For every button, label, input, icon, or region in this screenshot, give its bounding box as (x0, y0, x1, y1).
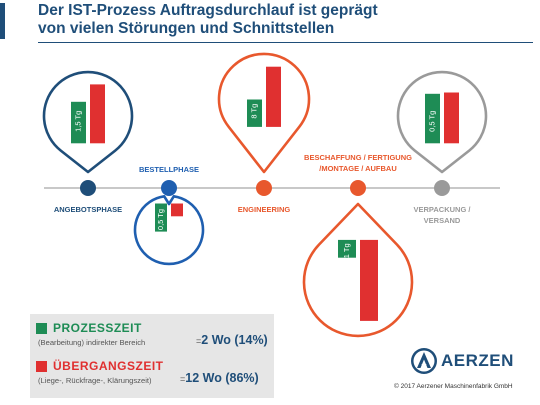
phase-label-2-line-1: BESTELLPHASE (139, 165, 199, 174)
transition-label: ÜBERGANGSZEIT (53, 359, 164, 373)
phase-node-1 (80, 180, 96, 196)
process-label: PROZESSZEIT (53, 321, 142, 335)
process-eq: = (196, 336, 202, 346)
transition-time-bar-2 (171, 203, 183, 217)
title-divider (38, 42, 533, 43)
phase-label-5-line-2: VERSAND (424, 216, 461, 225)
process-swatch (36, 323, 47, 334)
phase-bubble-4 (302, 202, 414, 338)
transition-time-bar-3 (266, 66, 281, 127)
transition-eq: = (180, 374, 186, 384)
logo-name: AERZEN (441, 351, 514, 370)
phase-node-2 (161, 180, 177, 196)
process-time-bar-3 (247, 99, 262, 127)
title-line-1: Der IST-Prozess Auftragsdurchlauf ist ge… (38, 2, 378, 19)
phase-bubble-1 (42, 70, 134, 174)
page-title: Der IST-Prozess Auftragsdurchlauf ist ge… (38, 2, 498, 38)
transition-swatch (36, 361, 47, 372)
aerzen-logo-icon (411, 348, 437, 374)
transition-value-text: 12 Wo (86%) (185, 371, 259, 385)
process-desc: (Bearbeitung) indirekter Bereich (38, 338, 146, 347)
process-time-bar-2 (155, 203, 167, 232)
title-accent-bar (0, 3, 5, 39)
phase-bubble-3 (217, 52, 311, 174)
transition-value: =12 Wo (86%) (180, 371, 259, 385)
bar-value-label-5: 0,5 Tg (427, 111, 436, 132)
phase-node-4 (350, 180, 366, 196)
title-line-2: von vielen Störungen und Schnittstellen (38, 20, 335, 37)
aerzen-logo: AERZEN (410, 346, 520, 378)
phase-label-5-line-1: VERPACKUNG / (414, 205, 472, 214)
transition-time-bar-4 (360, 239, 378, 321)
bar-value-label-4: 1 Tg (342, 243, 351, 258)
copyright: © 2017 Aerzener Maschinenfabrik GmbH (394, 383, 513, 390)
legend-box: PROZESSZEIT (Bearbeitung) indirekter Ber… (30, 314, 274, 398)
phase-label-4-line-1: BESCHAFFUNG / FERTIGUNG (304, 153, 412, 162)
phase-node-5 (434, 180, 450, 196)
phase-label-4-line-2: /MONTAGE / AUFBAU (319, 164, 397, 173)
bar-value-label-1: 1,5 Tg (73, 111, 82, 132)
phase-label-3-line-1: ENGINEERING (238, 205, 291, 214)
bar-value-label-3: 8 Tg (249, 104, 258, 119)
process-value-text: 2 Wo (14%) (201, 333, 268, 347)
phase-node-3 (256, 180, 272, 196)
process-time-bar-5 (425, 93, 440, 144)
phase-bubble-5 (396, 70, 488, 174)
bar-value-label-2: 0,5 Tg (156, 209, 165, 230)
process-time-bar-1 (71, 101, 86, 144)
process-value: =2 Wo (14%) (196, 333, 268, 347)
transition-desc: (Liege-, Rückfrage-, Klärungszeit) (38, 376, 152, 385)
phase-bubble-2 (133, 195, 205, 266)
transition-time-bar-1 (90, 84, 105, 144)
phase-label-1-line-1: ANGEBOTSPHASE (54, 205, 122, 214)
transition-time-bar-5 (444, 92, 459, 144)
process-time-bar-4 (338, 239, 356, 258)
